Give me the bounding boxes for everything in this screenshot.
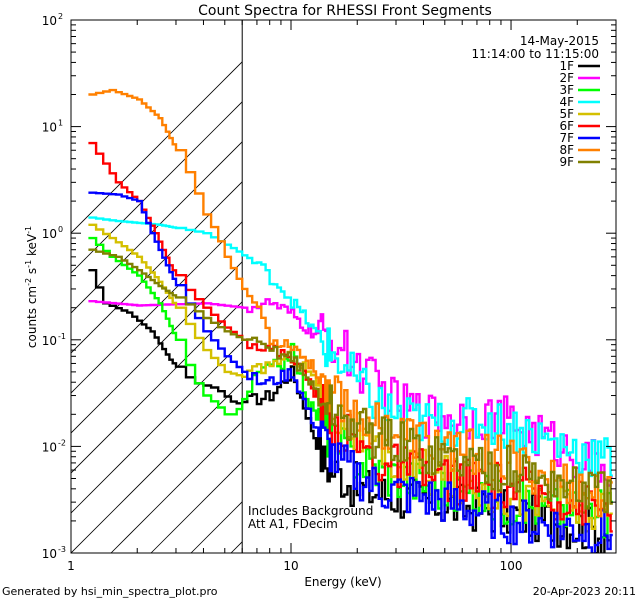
hatch-line	[71, 341, 243, 514]
y-tick-base: 10	[42, 547, 57, 561]
legend-label-1F: 1F	[559, 59, 574, 73]
legend-label-5F: 5F	[559, 107, 574, 121]
x-tick-label: 10	[283, 559, 298, 573]
series-7F-line	[88, 191, 613, 553]
y-tick-exponent: -3	[58, 545, 66, 554]
hatch-line	[71, 221, 243, 394]
y-tick-exponent: -1	[58, 332, 66, 341]
legend-label-8F: 8F	[559, 143, 574, 157]
hatch-line	[110, 421, 243, 553]
y-tick-exponent: 0	[58, 225, 63, 234]
series-9F-line	[88, 248, 613, 514]
y-label-main: counts cm	[25, 286, 39, 348]
legend-label-7F: 7F	[559, 131, 574, 145]
y-label-mid-2: keV	[25, 233, 39, 260]
y-tick-label: 10	[42, 121, 57, 135]
hatch-line	[631, 20, 640, 553]
y-axis-label: counts cm-2 s-1 keV-1	[24, 226, 39, 348]
hatch-line	[471, 20, 640, 553]
hatch-line	[71, 61, 243, 234]
legend-label-4F: 4F	[559, 95, 574, 109]
y-label-mid-1: s	[25, 268, 39, 278]
chart-title: Count Spectra for RHESSI Front Segments	[198, 3, 492, 19]
legend-label-9F: 9F	[559, 155, 574, 169]
spectra-series	[88, 88, 613, 553]
y-tick-exponent: -2	[58, 438, 66, 447]
y-tick-base: 10	[42, 440, 57, 454]
y-tick-base: 10	[42, 227, 57, 241]
hatch-line	[71, 381, 243, 553]
x-tick-label: 100	[500, 559, 523, 573]
annotation-attenuator: Att A1, FDecim	[248, 517, 338, 531]
y-tick-base: 10	[42, 334, 57, 348]
hatch-line	[71, 261, 243, 434]
time-range-label: 11:14:00 to 11:15:00	[472, 47, 599, 61]
legend-label-3F: 3F	[559, 83, 574, 97]
footer-generated-by: Generated by hsi_min_spectra_plot.pro	[2, 585, 218, 598]
hatch-line	[71, 141, 243, 314]
y-tick-label: 10	[42, 547, 57, 561]
legend-label-6F: 6F	[559, 119, 574, 133]
x-axis: 1 10 100	[67, 20, 617, 573]
series-5F-line	[88, 223, 613, 533]
y-tick-label: 10	[42, 334, 57, 348]
y-tick-label: 10	[42, 14, 57, 28]
y-tick-base: 10	[42, 14, 57, 28]
plot-frame	[70, 19, 617, 554]
hatch-line	[71, 181, 243, 354]
y-label-exp-2: -1	[24, 260, 33, 268]
y-tick-exponent: 1	[58, 119, 63, 128]
footer-timestamp: 20-Apr-2023 20:11	[533, 585, 636, 598]
y-tick-label: 10	[42, 227, 57, 241]
annotation-background: Includes Background	[248, 504, 373, 518]
y-tick-label: 10	[42, 440, 57, 454]
hatch-line	[71, 301, 243, 474]
date-label: 14-May-2015	[520, 34, 599, 48]
legend-label-2F: 2F	[559, 71, 574, 85]
hatch-line	[150, 461, 243, 553]
y-tick-exponent: 2	[58, 12, 63, 21]
y-tick-base: 10	[42, 121, 57, 135]
hatch-line	[71, 101, 243, 274]
y-label-exp-1: -2	[24, 278, 33, 286]
x-axis-label: Energy (keV)	[304, 575, 381, 589]
x-tick-label: 1	[67, 559, 75, 573]
y-label-exp-3: -1	[24, 226, 33, 234]
